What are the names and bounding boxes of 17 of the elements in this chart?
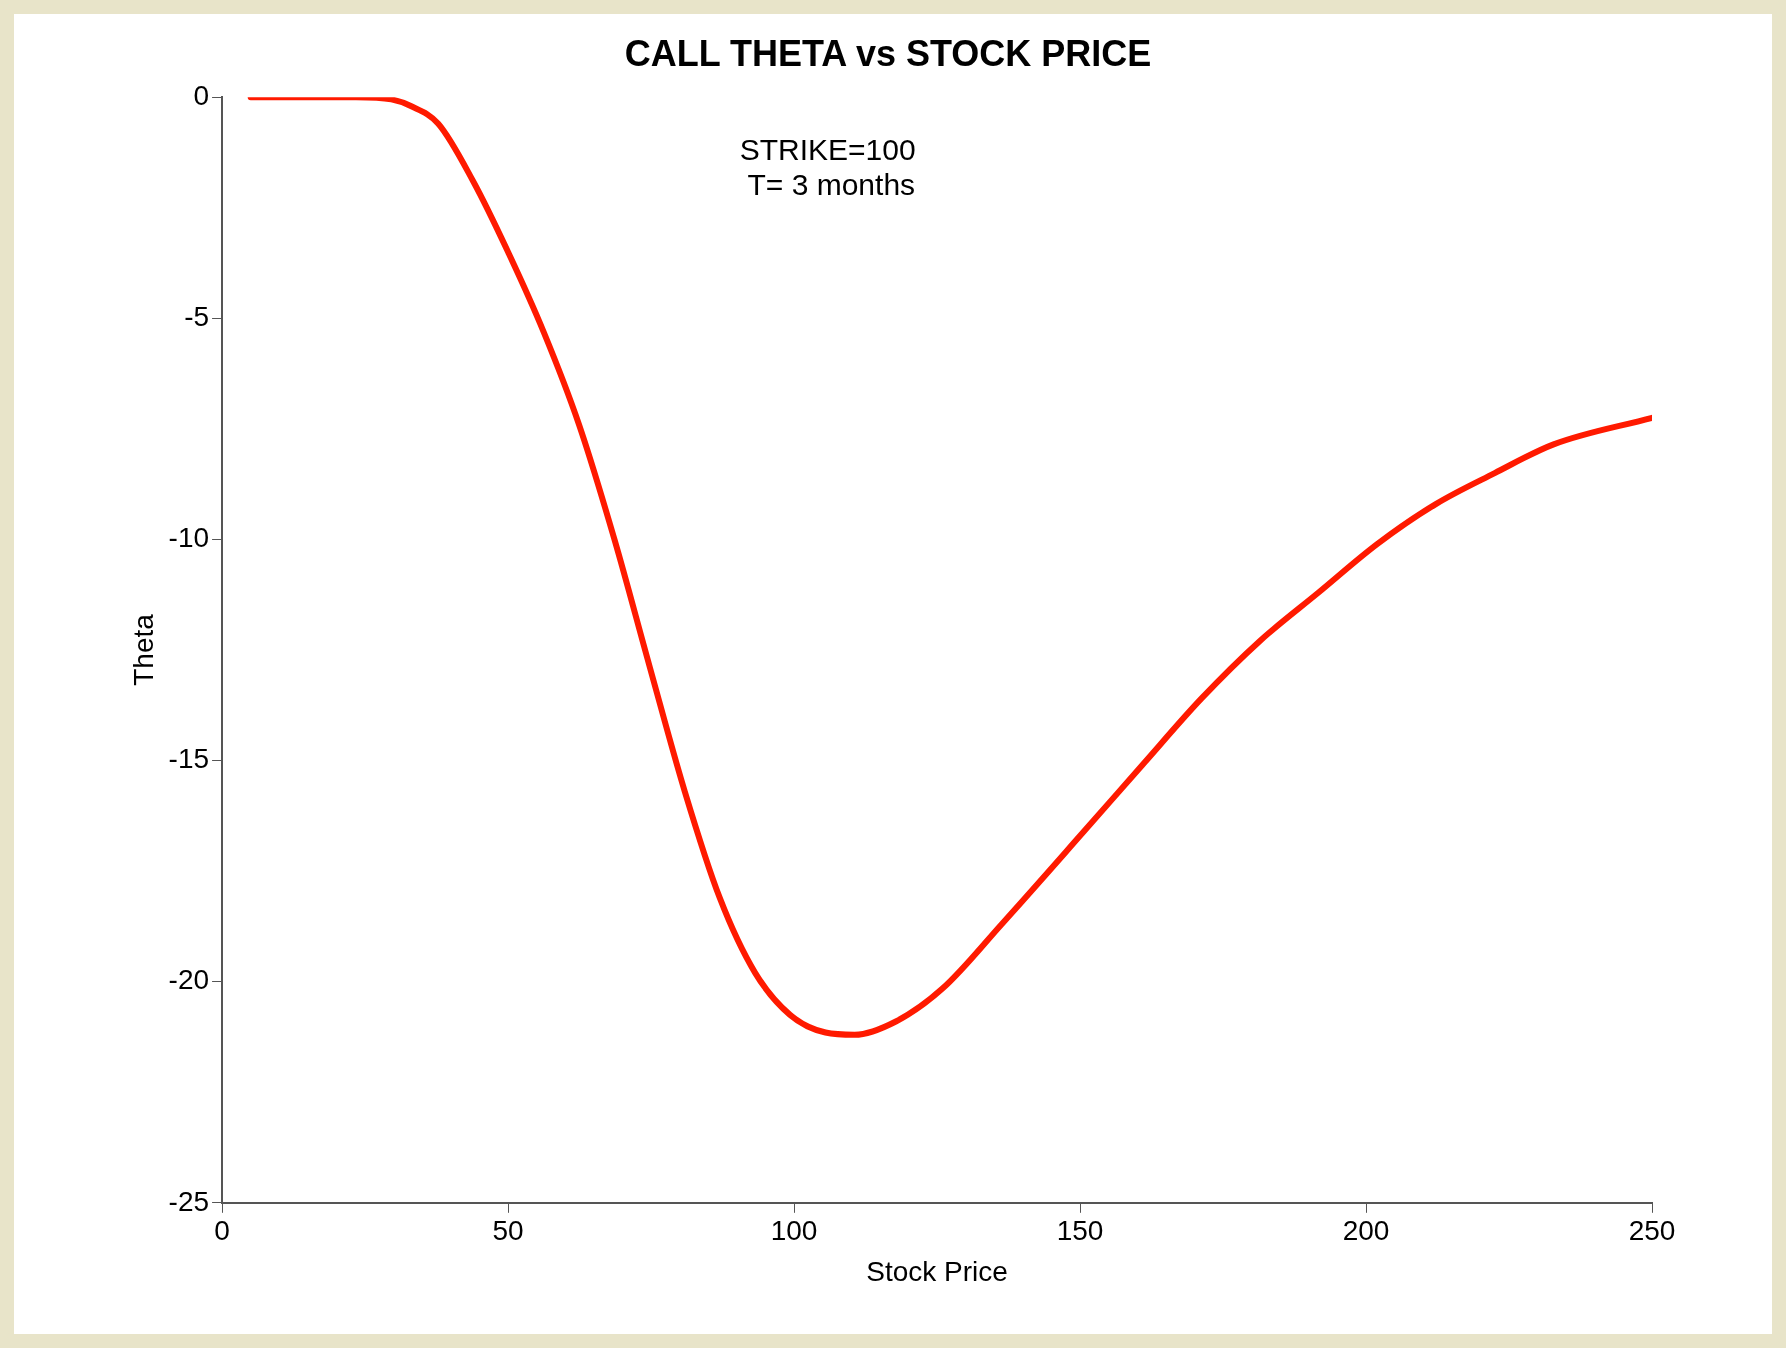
y-tick-label: -5: [184, 301, 210, 333]
x-tick-label: 50: [492, 1215, 524, 1247]
y-tick-label: -25: [168, 1185, 210, 1217]
x-tick-label: 100: [770, 1215, 818, 1247]
y-axis-title: Theta: [127, 613, 159, 686]
x-tick-label: 250: [1628, 1215, 1676, 1247]
x-axis-title: Stock Price: [866, 1255, 1008, 1287]
annotation: STRIKE=100: [739, 133, 916, 167]
y-tick-label: -15: [168, 743, 210, 775]
chart-title: CALL THETA vs STOCK PRICE: [624, 32, 1152, 74]
y-tick-label: -20: [168, 964, 210, 996]
x-tick-label: 0: [214, 1215, 230, 1247]
x-tick-label: 200: [1342, 1215, 1390, 1247]
y-tick-label: -10: [168, 522, 210, 554]
x-tick-label: 150: [1056, 1215, 1104, 1247]
y-tick-label: 0: [193, 79, 210, 111]
annotation: T= 3 months: [739, 168, 916, 202]
